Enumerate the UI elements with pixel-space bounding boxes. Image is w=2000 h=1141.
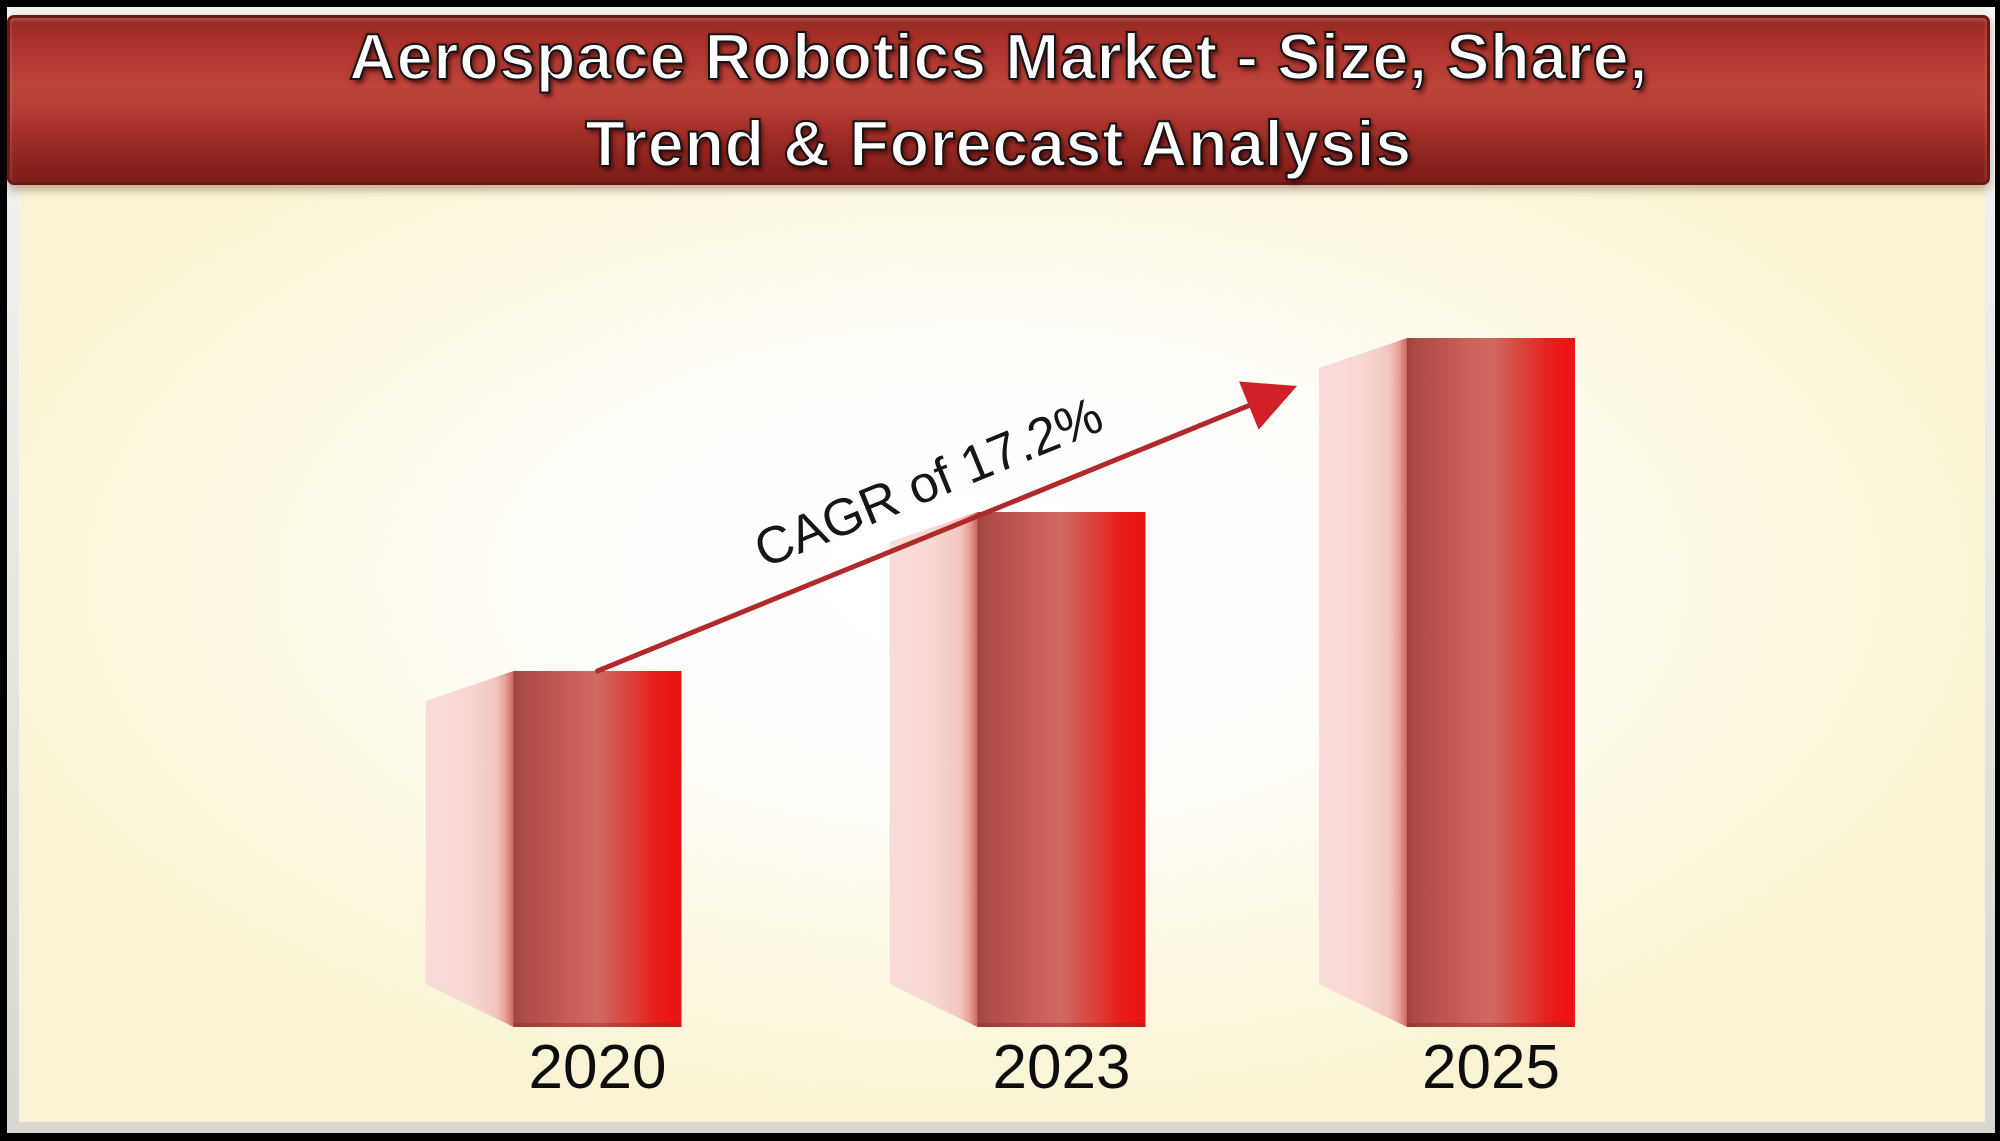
bar-front-2025 [1407,338,1575,1027]
bar-bottom-edge-2025 [1407,1023,1575,1027]
banner-title-line1: Aerospace Robotics Market - Size, Share, [348,19,1648,94]
bar-front-2023 [977,512,1146,1027]
bar-label-2020: 2020 [529,1033,667,1102]
axis-labels-group: 2020 2023 2025 [529,1033,1560,1102]
bar-side-2020 [425,671,514,1027]
bar-bottom-edge-2023 [977,1023,1146,1027]
bar-front-2020 [513,671,682,1027]
bar-side-2023 [889,512,978,1027]
banner-title-line2: Trend & Forecast Analysis [584,106,1412,181]
cagr-arrow-line [595,400,1259,674]
bar-label-2023: 2023 [993,1033,1131,1102]
bar-bottom-edge-2020 [513,1023,682,1027]
bars-group [425,338,1575,1027]
cagr-arrow-head [1239,381,1297,430]
title-banner: Aerospace Robotics Market - Size, Share,… [7,15,1990,185]
bar-side-2025 [1319,338,1407,1027]
bar-label-2025: 2025 [1422,1033,1560,1102]
